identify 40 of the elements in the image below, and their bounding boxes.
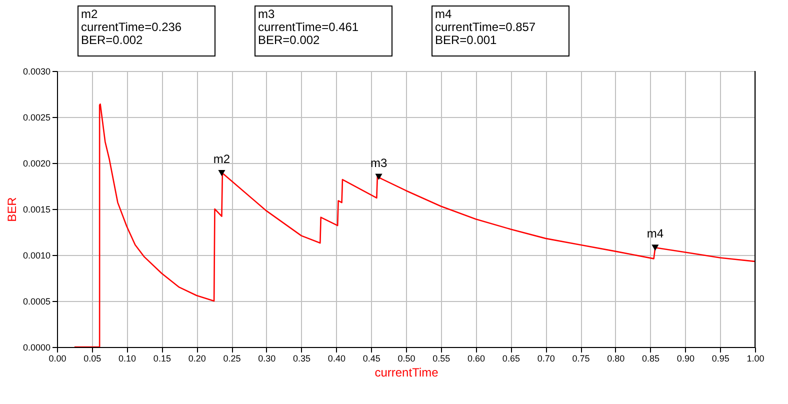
x-tick-label: 0.25: [223, 354, 241, 364]
y-tick-label: 0.0020: [22, 158, 50, 168]
y-tick-label: 0.0030: [22, 66, 50, 76]
x-tick-label: 0.00: [48, 354, 66, 364]
text: m4 currentTime=0.857 BER=0.001: [435, 7, 536, 47]
x-tick-label: 0.45: [362, 354, 380, 364]
x-tick-label: 0.75: [572, 354, 590, 364]
x-axis-title: currentTime: [374, 366, 439, 380]
x-tick-label: 0.55: [432, 354, 450, 364]
x-tick-label: 0.60: [468, 354, 486, 364]
x-tick-label: 0.40: [328, 354, 346, 364]
y-tick-label: 0.0010: [22, 250, 50, 260]
y-axis-title: BER: [4, 196, 19, 222]
x-tick-label: 0.05: [84, 354, 102, 364]
y-tick-label: 0.0000: [22, 342, 50, 352]
annotation: m4: [646, 226, 664, 241]
x-tick-label: 0.95: [712, 354, 730, 364]
x-tick-label: 0.20: [188, 354, 206, 364]
x-tick-label: 0.15: [153, 354, 171, 364]
x-tick-label: 0.65: [502, 354, 520, 364]
point: [218, 170, 226, 176]
x-tick-label: 1.00: [746, 354, 764, 364]
y-tick-label: 0.0005: [22, 296, 50, 306]
x-tick-label: 0.90: [676, 354, 694, 364]
annotation: m2: [213, 152, 230, 166]
text: m3 currentTime=0.461 BER=0.002: [258, 7, 359, 47]
x-tick-label: 0.10: [118, 354, 136, 364]
point: [652, 244, 659, 251]
text: m2 currentTime=0.236 BER=0.002: [81, 7, 182, 47]
line-series: [74, 103, 755, 347]
x-tick-label: 0.30: [258, 354, 276, 364]
annotation: m3: [370, 156, 388, 170]
y-tick-label: 0.0015: [22, 204, 50, 214]
x-tick-label: 0.70: [537, 354, 555, 364]
point: [375, 174, 382, 180]
x-tick-label: 0.35: [293, 354, 311, 364]
x-tick-label: 0.85: [642, 354, 660, 364]
x-tick-label: 0.50: [398, 354, 416, 364]
y-tick-label: 0.0025: [22, 112, 50, 122]
x-tick-label: 0.80: [607, 354, 625, 364]
